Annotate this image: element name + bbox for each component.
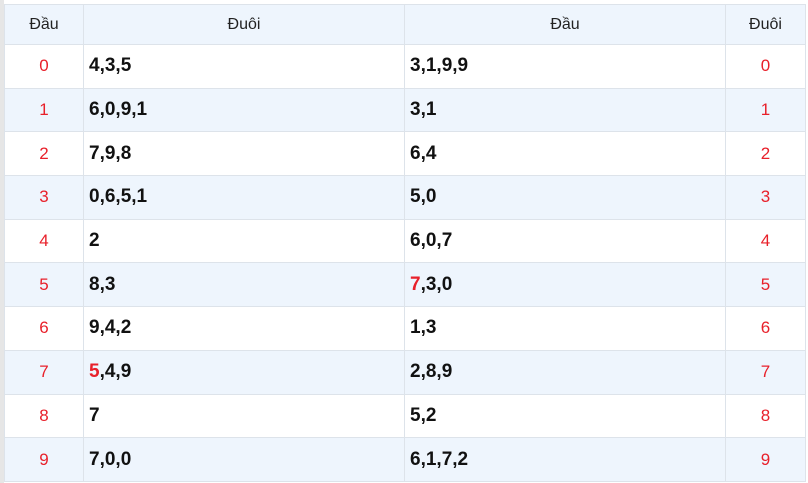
row-number: 9	[39, 449, 49, 469]
digits: 9,4,2	[89, 317, 132, 339]
cell-left: 6,0,9,1	[83, 87, 405, 133]
row-number-left: 6	[4, 306, 84, 351]
row-number: 0	[39, 56, 49, 76]
table-row: 6 9,4,2 1,3 6	[4, 306, 806, 351]
digits: ,4,9	[99, 361, 132, 383]
digits: 6,4	[410, 142, 437, 164]
digits: 6,1,7,2	[410, 448, 469, 470]
cell-right: 6,1,7,2	[404, 437, 726, 482]
digits: 2	[89, 230, 100, 252]
header-row: Đầu Đuôi Đầu Đuôi	[4, 4, 806, 45]
table-row: 8 7 5,2 8	[4, 393, 806, 439]
digits: 3,1	[410, 99, 437, 121]
cell-left: 7,9,8	[83, 131, 405, 177]
digits: 3,1,9,9	[410, 55, 469, 77]
table-row: 1 6,0,9,1 3,1 1	[4, 87, 806, 133]
row-number-right: 4	[725, 218, 806, 264]
row-number-left: 8	[4, 393, 84, 439]
cell-right: 6,4	[404, 131, 726, 177]
left-edge	[0, 0, 4, 483]
cell-left: 0,6,5,1	[83, 175, 405, 220]
row-number-right: 5	[725, 262, 806, 308]
highlight-digit: 5	[89, 361, 100, 383]
digits: 7	[89, 404, 100, 426]
row-number-right: 0	[725, 44, 806, 89]
digits: ,3,0	[420, 273, 453, 295]
cell-right: 5,2	[404, 393, 726, 439]
row-number-left: 4	[4, 218, 84, 264]
row-number: 5	[760, 274, 771, 294]
digits: 1,3	[410, 317, 437, 339]
row-number-left: 9	[4, 437, 84, 482]
digits: 5,0	[410, 186, 437, 208]
row-number-left: 3	[4, 175, 84, 220]
cell-right: 6,0,7	[404, 218, 726, 264]
row-number-right: 1	[725, 87, 806, 133]
row-number: 3	[760, 187, 771, 207]
cell-left: 9,4,2	[83, 306, 405, 351]
row-number: 2	[760, 143, 771, 163]
row-number: 7	[39, 362, 49, 382]
cell-left: 7	[83, 393, 405, 439]
cell-left: 8,3	[83, 262, 405, 308]
digits: 0,6,5,1	[89, 186, 148, 208]
row-number-right: 8	[725, 393, 806, 439]
digits: 4,3,5	[89, 55, 132, 77]
table-row: 2 7,9,8 6,4 2	[4, 131, 806, 177]
highlight-digit: 7	[410, 273, 421, 295]
cell-left: 2	[83, 218, 405, 264]
cell-right: 5,0	[404, 175, 726, 220]
digits: 8,3	[89, 273, 116, 295]
row-number: 6	[760, 318, 771, 338]
row-number: 4	[39, 231, 49, 251]
row-number: 9	[760, 449, 771, 469]
row-number: 4	[760, 231, 771, 251]
digits: 5,2	[410, 404, 437, 426]
table-row: 7 5,4,9 2,8,9 7	[4, 349, 806, 395]
row-number: 7	[760, 362, 771, 382]
row-number-right: 2	[725, 131, 806, 177]
cell-right: 7,3,0	[404, 262, 726, 308]
row-number: 8	[39, 405, 49, 425]
row-number: 2	[39, 143, 49, 163]
row-number-left: 1	[4, 87, 84, 133]
row-number: 3	[39, 187, 49, 207]
row-number-right: 3	[725, 175, 806, 220]
row-number-left: 5	[4, 262, 84, 308]
row-number: 1	[39, 100, 49, 120]
digits: 7,9,8	[89, 142, 132, 164]
row-number-left: 0	[4, 44, 84, 89]
cell-left: 4,3,5	[83, 44, 405, 89]
row-number: 1	[760, 100, 771, 120]
cell-right: 3,1,9,9	[404, 44, 726, 89]
cell-right: 1,3	[404, 306, 726, 351]
cell-right: 2,8,9	[404, 349, 726, 395]
row-number-left: 7	[4, 349, 84, 395]
header-dau-right: Đầu	[404, 4, 726, 45]
row-number: 5	[39, 274, 49, 294]
cell-right: 3,1	[404, 87, 726, 133]
cell-left: 5,4,9	[83, 349, 405, 395]
table-row: 3 0,6,5,1 5,0 3	[4, 175, 806, 220]
row-number-right: 7	[725, 349, 806, 395]
table-row: 9 7,0,0 6,1,7,2 9	[4, 437, 806, 482]
header-duoi-right: Đuôi	[725, 4, 806, 45]
loto-table: Đầu Đuôi Đầu Đuôi 0 4,3,5 3,1,9,9 0 1 6,0,9,1…	[4, 4, 806, 482]
table-row: 4 2 6,0,7 4	[4, 218, 806, 264]
cell-left: 7,0,0	[83, 437, 405, 482]
digits: 7,0,0	[89, 448, 132, 470]
row-number-left: 2	[4, 131, 84, 177]
row-number: 8	[760, 405, 771, 425]
row-number-right: 6	[725, 306, 806, 351]
row-number: 0	[760, 56, 771, 76]
digits: 6,0,7	[410, 230, 453, 252]
table-row: 0 4,3,5 3,1,9,9 0	[4, 44, 806, 89]
row-number: 6	[39, 318, 49, 338]
digits: 2,8,9	[410, 361, 453, 383]
digits: 6,0,9,1	[89, 99, 148, 121]
header-dau-left: Đầu	[4, 4, 84, 45]
header-duoi-left: Đuôi	[83, 4, 405, 45]
table-row: 5 8,3 7,3,0 5	[4, 262, 806, 308]
row-number-right: 9	[725, 437, 806, 482]
